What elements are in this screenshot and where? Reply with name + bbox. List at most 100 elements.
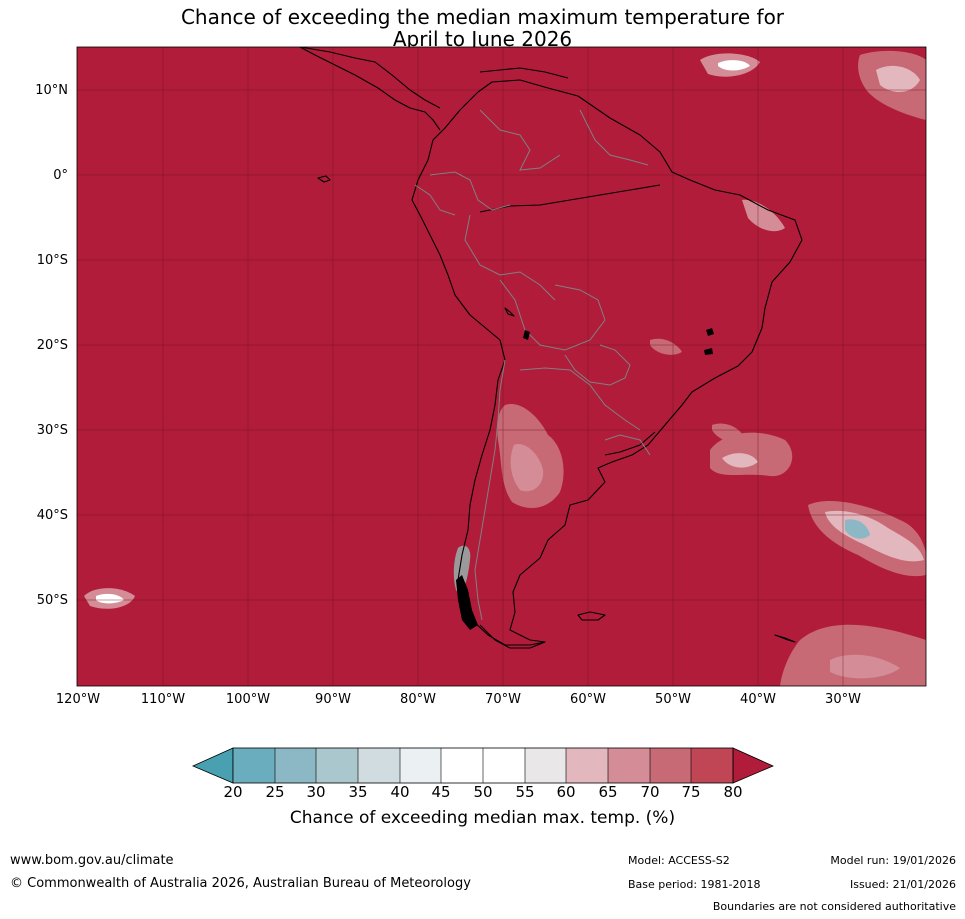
lat-label-10s: 10°S xyxy=(36,253,68,268)
disclaimer: Boundaries are not considered authoritat… xyxy=(712,900,956,913)
colorbar-extend-high xyxy=(732,747,774,784)
colorbar-tick-60: 60 xyxy=(556,783,576,801)
lon-label-100w: 100°W xyxy=(225,692,271,707)
colorbar-segment-50-55 xyxy=(483,748,525,783)
patch-brazil-south xyxy=(650,338,682,355)
colorbar-tick-55: 55 xyxy=(515,783,535,801)
patch-south-atlantic-inner xyxy=(722,453,758,468)
coastline-central-america xyxy=(299,47,441,131)
lake-3 xyxy=(523,330,530,340)
colorbar-segment-55-60 xyxy=(525,748,566,783)
colorbar-segment-75-80 xyxy=(691,748,733,783)
copyright-text: © Commonwealth of Australia 2026, Austra… xyxy=(10,876,471,891)
map-background xyxy=(77,47,926,686)
map-area xyxy=(77,47,926,686)
coastline-tierra-del-fuego xyxy=(479,624,546,649)
border-bolivia xyxy=(499,279,606,351)
lon-label-110w: 110°W xyxy=(140,692,186,707)
colorbar-segment-70-75 xyxy=(650,748,691,783)
colorbar-tick-30: 30 xyxy=(306,783,326,801)
lon-label-80w: 80°W xyxy=(400,692,436,707)
border-colombia xyxy=(429,171,511,211)
patch-northeast-light xyxy=(876,65,920,92)
colorbar-tick-35: 35 xyxy=(348,783,368,801)
map-title-line2: April to June 2026 xyxy=(392,27,573,51)
colorbar-tick-75: 75 xyxy=(681,783,701,801)
lake-2 xyxy=(704,348,713,355)
colorbar-tick-80: 80 xyxy=(723,783,743,801)
coastlines xyxy=(299,47,803,649)
colorbar xyxy=(192,747,774,784)
probability-patches xyxy=(84,50,926,686)
lon-label-40w: 40°W xyxy=(740,692,776,707)
map-frame xyxy=(76,46,927,687)
model-run-date: Model run: 19/01/2026 xyxy=(830,854,956,867)
colorbar-tick-25: 25 xyxy=(265,783,285,801)
lat-label-40s: 40°S xyxy=(36,508,68,523)
lake-titicaca xyxy=(504,307,515,317)
lon-label-70w: 70°W xyxy=(485,692,521,707)
coastline-central-america-north xyxy=(299,47,441,109)
gridlines xyxy=(77,47,926,686)
border-guianas xyxy=(579,109,649,166)
patch-pacific-southwest-core xyxy=(96,593,124,604)
country-borders xyxy=(414,109,651,621)
colorbar-segment-60-65 xyxy=(566,748,608,783)
patch-east-atlantic-core xyxy=(845,519,870,539)
lat-label-10n: 10°N xyxy=(35,83,68,98)
coastline-falklands xyxy=(577,611,606,621)
coastline-galapagos xyxy=(317,175,331,183)
lat-label-30s: 30°S xyxy=(36,423,68,438)
colorbar-segment-40-45 xyxy=(400,748,441,783)
colorbar-segment-45-50 xyxy=(441,748,483,783)
patch-far-south-light xyxy=(830,654,900,679)
colorbar-tick-65: 65 xyxy=(598,783,618,801)
border-uruguay xyxy=(604,434,651,456)
issued-date: Issued: 21/01/2026 xyxy=(849,878,956,891)
colorbar-tick-50: 50 xyxy=(473,783,493,801)
colorbar-tick-20: 20 xyxy=(223,783,243,801)
colorbar-tick-70: 70 xyxy=(640,783,660,801)
colorbar-segment-35-40 xyxy=(358,748,400,783)
colorbar-extend-low xyxy=(192,747,234,784)
border-venezuela xyxy=(479,109,561,171)
amazon-river xyxy=(479,184,661,213)
lon-label-30w: 30°W xyxy=(825,692,861,707)
border-ecuador xyxy=(414,184,456,216)
colorbar-segment-30-35 xyxy=(316,748,358,783)
colorbar-frame xyxy=(232,747,734,784)
map-title-line1: Chance of exceeding the median maximum t… xyxy=(180,5,785,29)
coastline-south-georgia xyxy=(774,634,796,643)
patch-argentina-inner xyxy=(510,444,544,492)
website-link[interactable]: www.bom.gov.au/climate xyxy=(10,853,174,868)
lon-label-50w: 50°W xyxy=(655,692,691,707)
colorbar-tick-45: 45 xyxy=(431,783,451,801)
land-features xyxy=(456,328,714,630)
base-period: Base period: 1981-2018 xyxy=(628,878,761,891)
model-name: Model: ACCESS-S2 xyxy=(628,854,730,867)
lon-label-60w: 60°W xyxy=(570,692,606,707)
colorbar-label: Chance of exceeding median max. temp. (%… xyxy=(289,808,676,828)
patch-uruguay-sea xyxy=(712,423,745,442)
chile-fjords xyxy=(456,575,478,630)
lake-1 xyxy=(706,328,714,336)
lat-label-50s: 50°S xyxy=(36,593,68,608)
colorbar-segment-65-70 xyxy=(608,748,650,783)
colorbar-segment-25-30 xyxy=(275,748,316,783)
patch-brazil-northeast xyxy=(742,199,785,232)
colorbar-segment-20-25 xyxy=(233,748,275,783)
lat-label-0: 0° xyxy=(53,168,68,183)
rio-de-la-plata xyxy=(604,431,656,456)
lon-label-90w: 90°W xyxy=(315,692,351,707)
border-argentina-north xyxy=(519,367,641,431)
border-paraguay xyxy=(564,344,631,386)
colorbar-tick-40: 40 xyxy=(390,783,410,801)
lon-label-120w: 120°W xyxy=(55,692,101,707)
coastline-south-america xyxy=(411,79,803,646)
patch-north-atlantic-small-core xyxy=(718,60,750,71)
border-chile-argentina xyxy=(474,359,506,621)
lat-label-20s: 20°S xyxy=(36,338,68,353)
border-peru-brazil xyxy=(464,214,556,301)
coastline-caribbean-1 xyxy=(479,67,569,79)
